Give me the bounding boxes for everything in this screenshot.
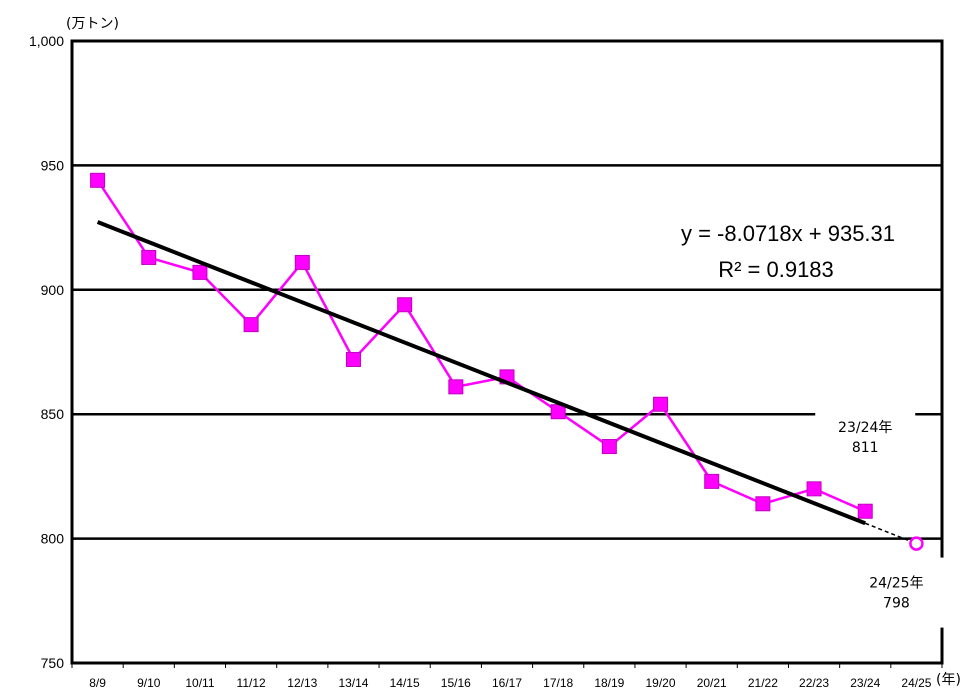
- r-squared-label: R² = 0.9183: [718, 257, 834, 282]
- trendline-forecast: [864, 522, 917, 545]
- y-tick-label: 850: [41, 406, 65, 422]
- y-axis-ticks: 1,000 950 900 850 800 750: [29, 33, 64, 671]
- x-tick-label: 13/14: [338, 676, 368, 690]
- x-tick-label: 12/13: [287, 676, 317, 690]
- annotation-forecast-year: 24/25年: [869, 576, 923, 592]
- data-point: [806, 481, 822, 497]
- annotation-latest-value: 811: [852, 440, 879, 456]
- x-tick-label: 18/19: [594, 676, 624, 690]
- data-point: [448, 379, 464, 395]
- series-production: [90, 172, 873, 519]
- x-tick-label: 20/21: [697, 676, 727, 690]
- data-point: [294, 254, 310, 270]
- x-tick-label: 11/12: [237, 676, 266, 690]
- data-point: [345, 351, 361, 367]
- x-axis-unit-label: (年): [936, 672, 961, 688]
- x-tick-label: 10/11: [185, 676, 214, 690]
- x-tick-label: 9/10: [137, 676, 161, 690]
- x-tick-label: 8/9: [89, 676, 106, 690]
- data-point: [857, 503, 873, 519]
- y-tick-label: 1,000: [29, 33, 64, 49]
- y-tick-label: 750: [41, 655, 65, 671]
- data-point: [243, 317, 259, 333]
- x-axis-ticks: 8/9 9/10 10/11 11/12 12/13 13/14 14/15 15/16 16/…: [71, 663, 943, 690]
- trendline: [96, 220, 866, 526]
- annotation-latest-year: 23/24年: [838, 420, 892, 436]
- annotations: 23/24年 811 24/25年 798: [815, 404, 947, 628]
- y-axis-unit-label: (万トン): [66, 16, 119, 32]
- data-point: [192, 264, 208, 280]
- forecast-point: [909, 536, 924, 551]
- y-tick-label: 900: [41, 282, 65, 298]
- trendline-equation: y = -8.0718x + 935.31 R² = 0.9183: [681, 221, 895, 282]
- y-tick-label: 950: [41, 157, 65, 173]
- data-point: [653, 396, 669, 412]
- trendline-group: [96, 220, 924, 551]
- data-point: [601, 439, 617, 455]
- x-tick-label: 23/24: [850, 676, 880, 690]
- plot-frame: [70, 39, 944, 665]
- x-tick-label: 14/15: [390, 676, 420, 690]
- data-point: [397, 297, 413, 313]
- x-tick-label: 15/16: [441, 676, 471, 690]
- data-point: [704, 473, 720, 489]
- data-point: [90, 172, 106, 188]
- x-tick-label: 22/23: [799, 676, 829, 690]
- x-tick-label: 16/17: [492, 676, 522, 690]
- annotation-bg: [846, 557, 947, 628]
- x-tick-label: 21/22: [748, 676, 778, 690]
- x-tick-label: 19/20: [646, 676, 676, 690]
- data-point: [141, 249, 157, 265]
- x-tick-label: 24/25: [901, 676, 931, 690]
- annotation-forecast-value: 798: [883, 596, 910, 612]
- equation-label: y = -8.0718x + 935.31: [681, 221, 895, 246]
- y-tick-label: 800: [41, 531, 65, 547]
- annotation-bg: [815, 404, 916, 457]
- data-point: [755, 496, 771, 512]
- x-tick-label: 17/18: [543, 676, 573, 690]
- series-line: [96, 179, 866, 513]
